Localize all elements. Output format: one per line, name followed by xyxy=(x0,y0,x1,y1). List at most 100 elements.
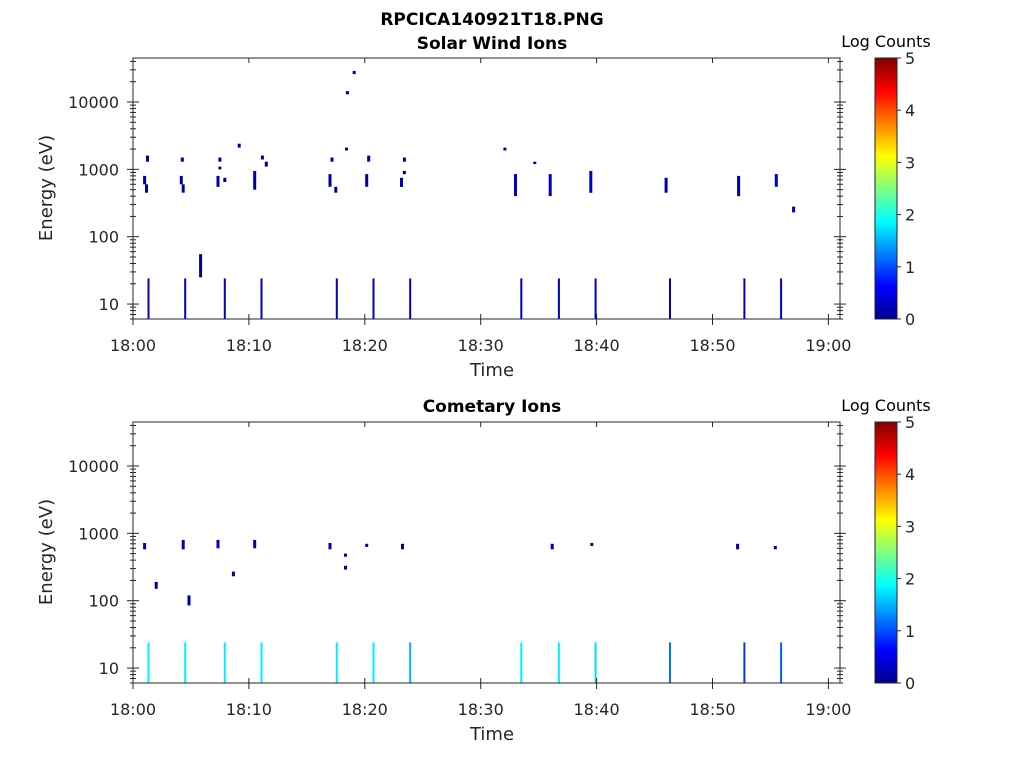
data-cell xyxy=(533,161,537,164)
data-cell xyxy=(344,565,347,570)
spike-mark xyxy=(409,642,412,683)
spike-mark xyxy=(372,642,375,683)
spike-mark xyxy=(260,642,263,683)
data-cell xyxy=(334,186,338,193)
data-cell xyxy=(216,539,220,549)
x-tick-label: 18:50 xyxy=(689,700,735,719)
data-cell xyxy=(146,155,149,162)
colorbar xyxy=(874,421,898,684)
panel-title: Solar Wind Ions xyxy=(417,34,568,54)
data-cell xyxy=(514,174,517,197)
x-tick-labels: 18:00 18:10 18:20 18:30 18:40 18:50 19:00 xyxy=(110,336,852,355)
y-axis-label: Energy (eV) xyxy=(36,499,57,605)
colorbar-ticks: 0 1 2 3 4 5 xyxy=(897,49,915,329)
data-cell xyxy=(253,170,257,190)
x-tick-label: 18:10 xyxy=(226,700,272,719)
colorbar xyxy=(874,57,898,320)
spike-mark xyxy=(520,278,523,319)
data-cell xyxy=(401,543,404,550)
data-cell xyxy=(330,157,334,162)
x-tick-label: 18:00 xyxy=(110,336,156,355)
data-cell xyxy=(143,175,147,185)
figure-title: RPCICA140921T18.PNG xyxy=(380,10,603,30)
x-tick-label: 19:00 xyxy=(805,700,851,719)
colorbar-label: Log Counts xyxy=(841,32,931,51)
data-cell xyxy=(352,70,356,75)
spike-mark xyxy=(743,642,746,683)
y-tick-labels: 10 100 1000 10000 xyxy=(68,93,119,314)
data-cell xyxy=(218,157,222,162)
spike-mark xyxy=(184,278,187,319)
colorbar-tick-label: 2 xyxy=(905,206,915,225)
plot-frame xyxy=(132,57,841,320)
data-cell xyxy=(365,174,369,187)
y-tick-label: 10 xyxy=(99,659,119,678)
data-cell xyxy=(737,175,741,197)
colorbar-tick-label: 3 xyxy=(905,153,915,172)
spike-mark xyxy=(743,278,746,319)
x-tick-label: 18:10 xyxy=(226,336,272,355)
x-tick-label: 19:00 xyxy=(805,336,851,355)
cometary-ions-panel: Cometary Ions 18:00 18:10 18:20 18:30 18:40 1… xyxy=(36,396,931,745)
colorbar-tick-label: 1 xyxy=(905,622,915,641)
spike-mark xyxy=(780,278,783,319)
data-cell xyxy=(253,539,257,549)
data-cell xyxy=(792,206,796,213)
data-cell xyxy=(143,543,147,550)
colorbar-tick-label: 4 xyxy=(905,101,915,120)
data-cell xyxy=(402,157,406,162)
x-tick-label: 18:00 xyxy=(110,700,156,719)
x-tick-label: 18:40 xyxy=(574,700,620,719)
data-cell xyxy=(154,581,158,589)
data-cell xyxy=(664,177,668,193)
y-tick-label: 100 xyxy=(88,592,119,611)
x-axis-label: Time xyxy=(469,724,514,745)
spike-mark xyxy=(147,278,150,319)
data-cell xyxy=(260,155,264,160)
x-tick-label: 18:20 xyxy=(342,700,388,719)
data-cell xyxy=(589,170,593,193)
spike-mark xyxy=(669,642,671,683)
x-tick-labels: 18:00 18:10 18:20 18:30 18:40 18:50 19:00 xyxy=(110,700,852,719)
x-tick-label: 18:40 xyxy=(574,336,620,355)
spike-mark xyxy=(184,642,187,683)
spike-mark xyxy=(520,642,523,683)
data-cell xyxy=(365,543,369,547)
spike-mark xyxy=(557,642,560,683)
data-cell xyxy=(550,543,554,550)
y-tick-label: 10000 xyxy=(68,457,119,476)
data-cell xyxy=(367,155,371,162)
spike-mark xyxy=(557,278,560,319)
x-tick-label: 18:30 xyxy=(458,336,504,355)
data-cell xyxy=(345,147,348,151)
spike-mark xyxy=(147,642,150,683)
y-axis-label: Energy (eV) xyxy=(36,135,57,241)
data-cell xyxy=(181,184,185,193)
data-cell xyxy=(328,543,332,550)
data-cell xyxy=(344,553,347,557)
data-cell xyxy=(223,177,227,182)
spike-mark xyxy=(780,642,783,683)
y-tick-label: 10 xyxy=(99,295,119,314)
colorbar-ticks: 0 1 2 3 4 5 xyxy=(897,413,915,693)
spike-mark xyxy=(594,278,597,319)
data-cell xyxy=(400,177,403,187)
spike-mark xyxy=(223,642,226,683)
axis-ticks xyxy=(127,422,846,689)
spike-mark xyxy=(335,642,338,683)
data-marks xyxy=(143,70,796,319)
data-cell xyxy=(402,170,406,175)
axis-ticks xyxy=(127,58,846,325)
data-cell xyxy=(503,147,507,151)
y-tick-label: 10000 xyxy=(68,93,119,112)
data-cell xyxy=(548,174,552,197)
data-cell xyxy=(145,184,148,193)
colorbar-tick-label: 1 xyxy=(905,258,915,277)
y-tick-label: 1000 xyxy=(78,524,119,543)
data-cell xyxy=(237,143,241,148)
data-cell xyxy=(345,91,349,95)
data-cell xyxy=(774,174,778,187)
data-cell xyxy=(328,174,332,187)
spike-mark xyxy=(335,278,338,319)
colorbar-tick-label: 5 xyxy=(905,413,915,432)
